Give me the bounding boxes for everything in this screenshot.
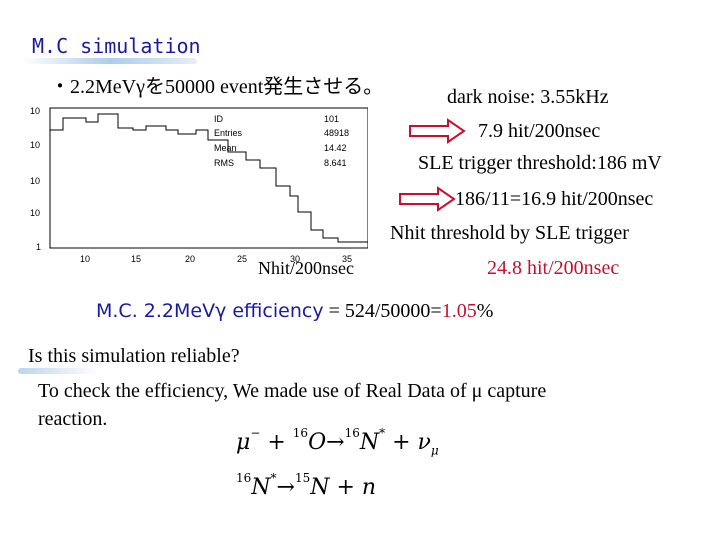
x-tick-label: 35 (342, 254, 352, 264)
reaction-arrow: → (276, 475, 295, 500)
neutrino-flavor: μ (430, 443, 439, 458)
nitrogen-symbol: N (251, 475, 271, 500)
sle-threshold-text: SLE trigger threshold:186 mV (418, 152, 662, 174)
histogram-line (50, 113, 368, 243)
hit-rate-text: 7.9 hit/200nsec (478, 120, 601, 142)
efficiency-unit: % (476, 300, 494, 322)
question-highlight (18, 368, 98, 374)
dark-noise-text: dark noise: 3.55kHz (447, 86, 609, 108)
stat-value: 8.641 (324, 158, 347, 168)
x-axis-label: Nhit/200nsec (258, 258, 354, 278)
stats-box: ID 101 Entries 48918 Mean 14.42 RMS 8.64… (214, 114, 349, 168)
check-text-line2: reaction. (38, 408, 108, 430)
plus-sign: + (385, 430, 418, 455)
plus-sign: + (329, 475, 362, 500)
plus-sign: + (260, 430, 293, 455)
right-arrow-icon (399, 186, 456, 212)
y-tick-label: 10 (30, 176, 40, 186)
nhit-value: 24.8 (487, 257, 522, 279)
reaction-equation-2: 16N*→15N + n (236, 471, 377, 500)
nitrogen15-mass-number: 15 (294, 471, 311, 485)
neutron-symbol: n (361, 475, 377, 500)
nitrogen15-symbol: N (310, 475, 330, 500)
check-text-line1: To check the efficiency, We made use of … (38, 380, 547, 402)
nhit-threshold-label: Nhit threshold by SLE trigger (390, 222, 629, 244)
plot-frame (49, 107, 368, 249)
stat-key: RMS (214, 158, 234, 168)
efficiency-equation: = 524/50000= (323, 300, 442, 322)
simulation-description: ・2.2MeVγを50000 event発生させる。 (50, 76, 384, 98)
muon-symbol: μ (236, 430, 251, 455)
x-tick-label: 20 (185, 254, 195, 264)
stat-value: 101 (324, 114, 339, 124)
y-tick-label: 10 (30, 208, 40, 218)
x-tick-label: 10 (80, 254, 90, 264)
neutrino-symbol: ν (417, 430, 431, 455)
reaction-arrow: → (326, 430, 345, 455)
oxygen-mass-number: 16 (292, 426, 309, 440)
stat-key: ID (214, 114, 224, 124)
nhit-unit: hit/200nsec (522, 257, 620, 279)
efficiency-label: M.C. 2.2MeVγ efficiency (96, 300, 324, 322)
question-text: Is this simulation reliable? (28, 345, 240, 367)
x-tick-label: 15 (131, 254, 141, 264)
right-arrow-icon (409, 118, 466, 144)
x-tick-label: 25 (237, 254, 247, 264)
stat-value: 48918 (324, 128, 349, 138)
y-tick-label: 10 (30, 106, 40, 116)
oxygen-symbol: O (308, 430, 327, 455)
sle-hits-text: 186/11=16.9 hit/200nsec (455, 188, 654, 210)
reaction-equation-1: μ− + 16O→16N* + νμ (236, 426, 439, 458)
nitrogen-mass-number: 16 (236, 471, 252, 485)
slide-title: M.C simulation (32, 34, 201, 58)
excited-marker: * (379, 426, 386, 440)
nhit-histogram: 10 10 10 10 1 10 15 20 25 30 35 ID 101 E… (30, 106, 368, 264)
efficiency-value: 1.05 (441, 300, 477, 322)
efficiency-line: M.C. 2.2MeVγ efficiency = 524/50000=1.05… (96, 300, 493, 323)
x-tick-label: 30 (290, 254, 300, 264)
stat-key: Mean (214, 143, 237, 153)
y-tick-label: 10 (30, 140, 40, 150)
nitrogen-symbol: N (359, 430, 380, 455)
title-highlight (22, 58, 197, 64)
muon-charge: − (250, 426, 261, 440)
y-tick-label: 1 (36, 242, 41, 252)
nhit-threshold-value: 24.8 hit/200nsec (487, 257, 619, 280)
stat-value: 14.42 (324, 143, 347, 153)
stat-key: Entries (214, 128, 243, 138)
nitrogen-mass-number: 16 (344, 426, 360, 440)
excited-marker: * (270, 471, 277, 485)
